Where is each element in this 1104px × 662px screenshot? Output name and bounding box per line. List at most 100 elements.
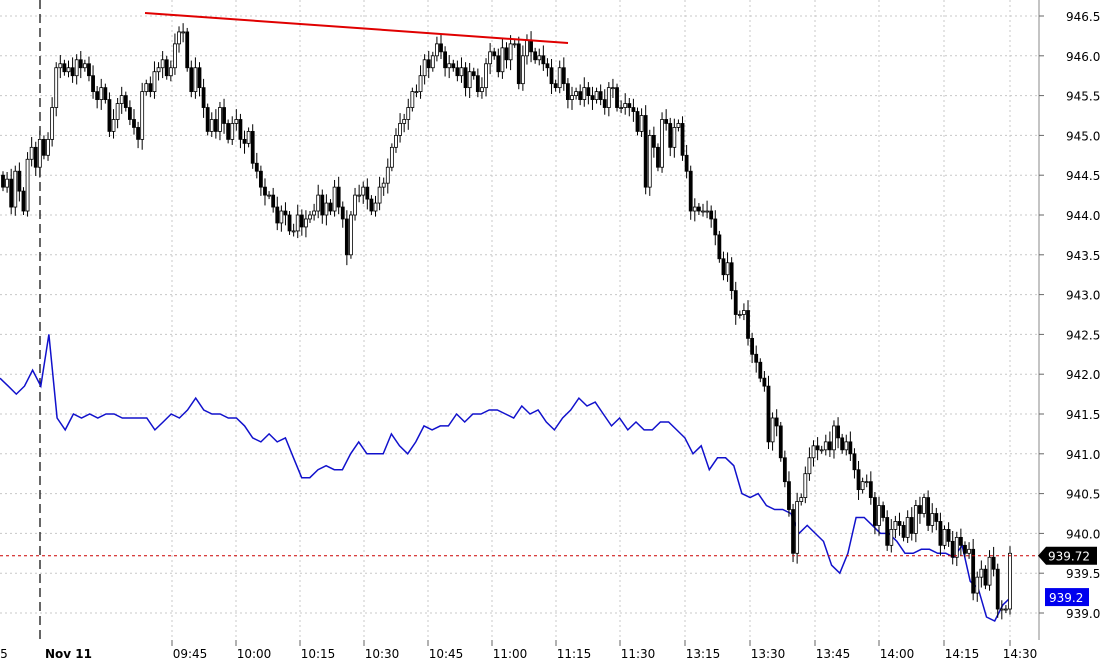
candle-up [152, 71, 157, 93]
candle-down [136, 127, 140, 140]
candle-down [529, 39, 533, 53]
candle-up [520, 55, 525, 85]
candle-down [164, 59, 169, 77]
candle-up [173, 43, 177, 69]
candle-up [291, 230, 296, 233]
candle-up [99, 87, 104, 100]
y-tick-label: 942.5 [1066, 328, 1100, 342]
candle-up [54, 67, 59, 108]
candle-down [721, 258, 726, 276]
candle-down [983, 568, 988, 586]
candle-down [709, 210, 714, 220]
candle-down [995, 568, 1000, 610]
candle-down [566, 83, 570, 100]
candle-up [484, 63, 488, 89]
candle-up [13, 170, 18, 208]
candle-down [602, 99, 607, 108]
candle-up [537, 55, 542, 61]
candle-down [42, 138, 46, 156]
blue-line-series [0, 334, 1012, 622]
candle-up [332, 186, 337, 212]
candle-down [827, 441, 832, 451]
candle-down [17, 170, 22, 192]
candle-up [557, 67, 562, 89]
candle-down [963, 544, 967, 554]
candle-down [197, 67, 202, 89]
candle-up [385, 166, 390, 184]
candle-up [500, 47, 505, 73]
candle-up [66, 67, 71, 73]
candle-down [475, 75, 480, 93]
candle-up [672, 127, 677, 148]
candle-up [582, 87, 587, 100]
candle-down [848, 441, 853, 455]
x-tick-label: 13:30 [751, 647, 786, 661]
candle-down [21, 190, 26, 212]
candle-up [234, 119, 239, 124]
x-tick-label: 10:15 [301, 647, 336, 661]
y-tick-label: 946.0 [1066, 50, 1100, 64]
candle-up [930, 513, 935, 526]
candle-down [439, 43, 443, 53]
candle-down [688, 170, 693, 212]
candle-down [201, 87, 206, 108]
candle-up [82, 63, 87, 69]
candle-down [586, 87, 591, 96]
candle-down [213, 119, 218, 132]
candle-down [668, 123, 673, 148]
candle-up [418, 75, 423, 93]
candle-down [696, 206, 701, 212]
y-tick-label: 941.0 [1066, 448, 1100, 462]
candle-down [205, 107, 210, 132]
candle-down [926, 497, 931, 526]
candle-down [226, 123, 231, 140]
candle-up [488, 51, 493, 65]
candle-up [430, 55, 435, 69]
candle-up [144, 83, 149, 93]
y-tick-label: 944.0 [1066, 209, 1100, 223]
candle-down [868, 481, 873, 498]
x-tick-label: 11:15 [557, 647, 592, 661]
candle-up [606, 87, 611, 108]
candle-up [864, 481, 869, 484]
candle-up [115, 103, 120, 120]
candle-down [258, 170, 263, 188]
candle-up [623, 103, 628, 108]
candle-down [766, 385, 771, 443]
candle-down [242, 138, 247, 144]
blue-line [0, 334, 1012, 622]
candle-up [922, 497, 926, 514]
candle-up [979, 568, 984, 578]
candle-down [897, 521, 902, 526]
price-badge-label: 939.72 [1048, 550, 1090, 564]
candle-up [140, 91, 145, 140]
candle-up [156, 67, 161, 73]
y-tick-label: 944.5 [1066, 169, 1100, 183]
candle-down [774, 417, 779, 427]
candle-up [905, 517, 910, 538]
candle-down [635, 111, 640, 132]
candle-down [901, 525, 906, 538]
candle-up [893, 521, 898, 530]
candle-down [885, 517, 890, 546]
candle-up [447, 63, 452, 69]
candle-down [946, 529, 951, 542]
candle-down [578, 91, 583, 100]
trendline [144, 12, 569, 44]
candle-up [574, 91, 578, 97]
candle-down [729, 262, 734, 292]
candle-up [308, 214, 312, 220]
candle-up [389, 146, 394, 168]
candle-up [119, 95, 124, 104]
candle-down [762, 377, 767, 387]
candle-down [787, 481, 791, 510]
candle-up [737, 314, 742, 316]
candle-down [340, 206, 345, 220]
candle-up [435, 43, 439, 57]
candle-up [267, 194, 271, 197]
candle-down [778, 425, 783, 459]
candle-down [958, 536, 963, 546]
x-tick-label: 11:00 [493, 647, 528, 661]
candle-down [33, 146, 38, 168]
candle-down [283, 210, 288, 216]
